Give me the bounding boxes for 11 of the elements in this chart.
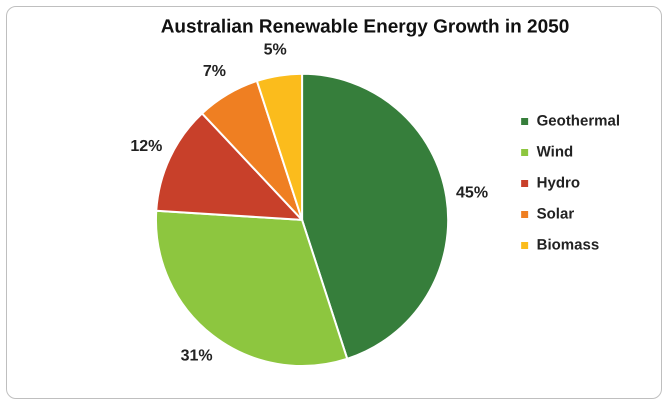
legend-label: Hydro <box>536 174 580 192</box>
legend-label: Solar <box>536 206 574 223</box>
data-label: 7% <box>202 63 226 80</box>
legend-label: Wind <box>536 144 574 161</box>
legend-label: Biomass <box>536 236 600 254</box>
data-label: 45% <box>456 184 488 202</box>
chart-title: Australian Renewable Energy Growth in 2050 <box>160 16 570 38</box>
data-label: 31% <box>180 347 213 364</box>
data-label: 12% <box>130 138 162 156</box>
data-label: 5% <box>264 41 287 58</box>
legend-label: Geothermal <box>536 112 620 130</box>
